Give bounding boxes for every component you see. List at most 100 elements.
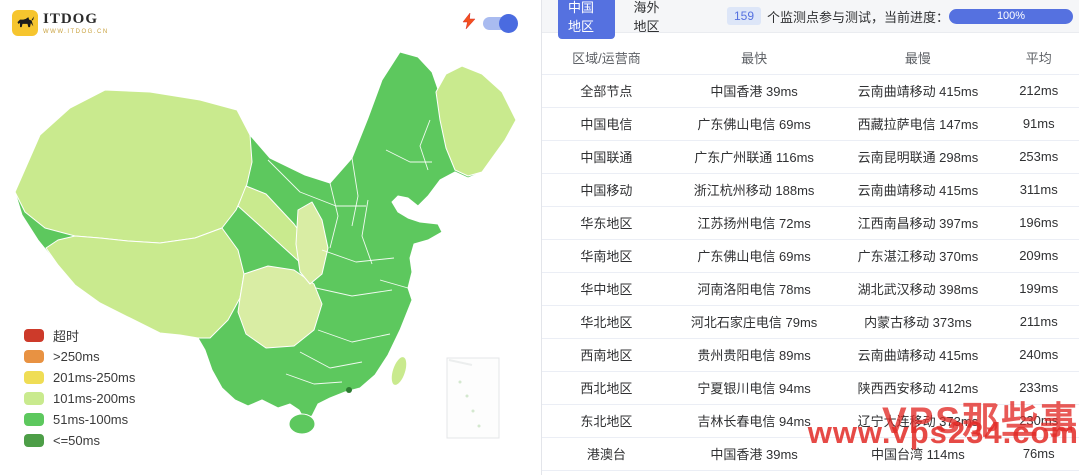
results-panel: 中国地区 海外地区 159 个监测点参与测试，当前进度： 100% 区域/运营商… [541, 0, 1079, 475]
legend-color-chip [24, 350, 44, 363]
table-cell: 212ms [998, 74, 1079, 108]
table-cell: 云南曲靖移动 415ms [837, 74, 999, 108]
legend-item: 101ms-200ms [24, 391, 136, 406]
table-cell: 中国香港 39ms [670, 437, 838, 471]
table-cell: 199ms [998, 272, 1079, 306]
legend-label: >250ms [53, 349, 100, 364]
table-row: 华东地区 江苏扬州电信 72ms 江西南昌移动 397ms 196ms [542, 206, 1079, 240]
table-row: 东北地区 吉林长春电信 94ms 辽宁大连移动 373ms 230ms [542, 404, 1079, 438]
table-cell: 广东湛江移动 370ms [837, 239, 999, 273]
table-cell: 广东广州联通 116ms [670, 140, 838, 174]
table-cell: 河南洛阳电信 78ms [670, 272, 838, 306]
table-cell: 华中地区 [542, 272, 671, 306]
table-row: 华北地区 河北石家庄电信 79ms 内蒙古移动 373ms 211ms [542, 305, 1079, 339]
logo-subtitle: WWW.ITDOG.CN [43, 28, 109, 35]
table-cell: 211ms [998, 305, 1079, 339]
table-cell: 内蒙古移动 373ms [837, 305, 999, 339]
column-region: 区域/运营商 [542, 42, 671, 75]
china-map-svg [14, 51, 517, 439]
table-cell: 230ms [998, 404, 1079, 438]
map-region-tibet[interactable] [45, 227, 245, 339]
table-cell: 76ms [998, 437, 1079, 471]
itdog-logo[interactable]: ITDOG WWW.ITDOG.CN [12, 10, 109, 36]
progress-bar: 100% [949, 8, 1073, 24]
table-cell: 中国联通 [542, 140, 671, 174]
dog-icon [12, 10, 38, 36]
legend-label: 201ms-250ms [53, 370, 136, 385]
monitor-count-badge: 159 [726, 7, 761, 25]
table-cell: 广东佛山电信 69ms [670, 239, 838, 273]
table-cell: 华东地区 [542, 206, 671, 240]
legend-item: <=50ms [24, 433, 135, 448]
legend-item: >250ms [24, 349, 135, 364]
province-borders [267, 119, 432, 385]
table-cell: 西藏拉萨电信 147ms [837, 107, 999, 141]
lightning-icon [462, 11, 476, 34]
table-cell: 贵州贵阳电信 89ms [670, 338, 838, 372]
latency-table: 区域/运营商 最快 最慢 平均 全部节点 中国香港 39ms 云南曲靖移动 415m… [542, 42, 1079, 471]
table-cell: 253ms [998, 140, 1079, 174]
table-cell: 云南曲靖移动 415ms [837, 173, 999, 207]
table-cell: 中国台湾 114ms [837, 437, 999, 471]
south-china-sea-inset [446, 357, 500, 439]
legend-label: 101ms-200ms [53, 391, 136, 406]
table-cell: 云南昆明联通 298ms [837, 140, 999, 174]
table-row: 西北地区 宁夏银川电信 94ms 陕西西安移动 412ms 233ms [542, 371, 1079, 405]
column-slowest: 最慢 [837, 42, 999, 75]
map-region-xinjiang[interactable] [14, 89, 253, 244]
legend-color-chip [24, 329, 44, 342]
map-region-shaanxi[interactable] [295, 201, 329, 285]
results-topbar: 中国地区 海外地区 159 个监测点参与测试，当前进度： 100% [542, 0, 1079, 39]
map-region-taiwan[interactable] [388, 355, 410, 388]
table-row: 中国移动 浙江杭州移动 188ms 云南曲靖移动 415ms 311ms [542, 173, 1079, 207]
table-cell: 91ms [998, 107, 1079, 141]
table-cell: 华北地区 [542, 305, 671, 339]
table-cell: 港澳台 [542, 437, 671, 471]
legend-item: 201ms-250ms [24, 370, 136, 385]
china-latency-map[interactable] [0, 0, 541, 475]
map-region-hainan[interactable] [288, 413, 316, 435]
legend-item: 51ms-100ms [24, 412, 135, 427]
monitor-progress-text: 个监测点参与测试，当前进度： [767, 9, 950, 25]
table-cell: 浙江杭州移动 188ms [670, 173, 838, 207]
column-fastest: 最快 [670, 42, 838, 75]
table-row: 全部节点 中国香港 39ms 云南曲靖移动 415ms 212ms [542, 74, 1079, 108]
tab-china-region[interactable]: 中国地区 [558, 0, 616, 39]
table-cell: 311ms [998, 173, 1079, 207]
map-panel: ITDOG WWW.ITDOG.CN 超时 >250ms 201ms-250ms 10… [0, 0, 541, 475]
legend-item: 超时 [24, 329, 135, 344]
table-cell: 江西南昌移动 397ms [837, 206, 999, 240]
map-region-hongkong[interactable] [346, 387, 352, 393]
table-cell: 西南地区 [542, 338, 671, 372]
table-cell: 湖北武汉移动 398ms [837, 272, 999, 306]
table-row: 中国电信 广东佛山电信 69ms 西藏拉萨电信 147ms 91ms [542, 107, 1079, 141]
map-region-heilongjiang[interactable] [435, 65, 517, 177]
table-cell: 中国香港 39ms [670, 74, 838, 108]
table-cell: 233ms [998, 371, 1079, 405]
table-row: 华南地区 广东佛山电信 69ms 广东湛江移动 370ms 209ms [542, 239, 1079, 273]
table-cell: 江苏扬州电信 72ms [670, 206, 838, 240]
table-cell: 196ms [998, 206, 1079, 240]
table-cell: 宁夏银川电信 94ms [670, 371, 838, 405]
table-cell: 云南曲靖移动 415ms [837, 338, 999, 372]
legend-color-chip [24, 392, 44, 405]
table-cell: 209ms [998, 239, 1079, 273]
table-cell: 中国移动 [542, 173, 671, 207]
table-row: 西南地区 贵州贵阳电信 89ms 云南曲靖移动 415ms 240ms [542, 338, 1079, 372]
table-cell: 东北地区 [542, 404, 671, 438]
header-controls [462, 11, 518, 34]
table-header-row: 区域/运营商 最快 最慢 平均 [542, 42, 1079, 75]
legend-label: <=50ms [53, 433, 100, 448]
table-cell: 华南地区 [542, 239, 671, 273]
progress-value: 100% [996, 10, 1026, 22]
tab-overseas-region[interactable]: 海外地区 [633, 0, 660, 34]
speed-toggle[interactable] [483, 13, 518, 33]
column-average: 平均 [998, 42, 1079, 75]
table-row: 华中地区 河南洛阳电信 78ms 湖北武汉移动 398ms 199ms [542, 272, 1079, 306]
map-region-sichuan[interactable] [237, 265, 323, 349]
left-header: ITDOG WWW.ITDOG.CN [0, 0, 541, 40]
table-cell: 广东佛山电信 69ms [670, 107, 838, 141]
legend-color-chip [24, 413, 44, 426]
toggle-knob [499, 13, 518, 33]
